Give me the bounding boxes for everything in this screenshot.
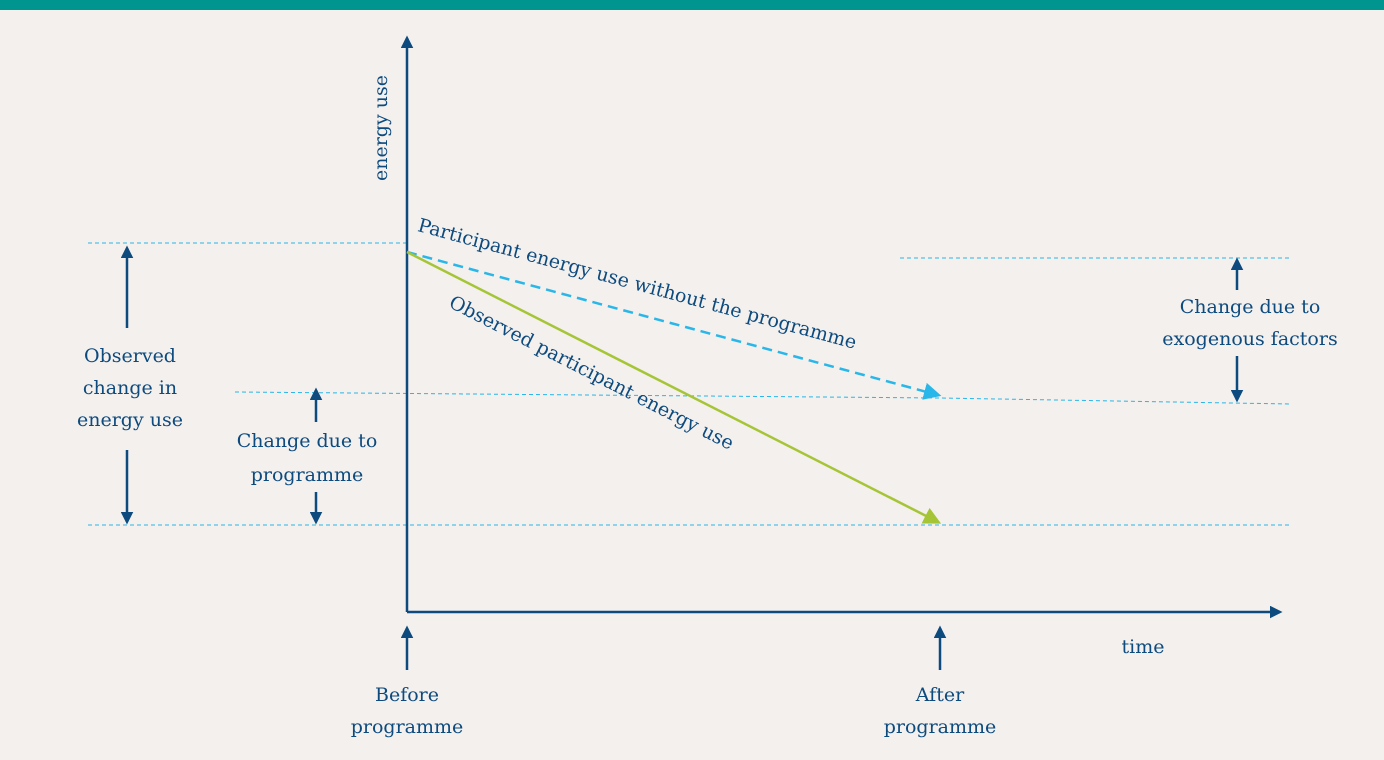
observed-change-label: energy use bbox=[77, 409, 183, 431]
after-label: After bbox=[915, 684, 965, 706]
baseline-trend bbox=[406, 250, 942, 400]
before-label: programme bbox=[351, 716, 464, 738]
before-label: Before bbox=[375, 684, 439, 706]
observed-label: Observed participant energy use bbox=[445, 291, 737, 454]
exogenous-label: exogenous factors bbox=[1162, 328, 1337, 350]
observed-change-label: change in bbox=[83, 377, 177, 399]
observed-trend bbox=[406, 250, 942, 524]
exogenous-label: Change due to bbox=[1180, 296, 1321, 318]
baseline-label: Participant energy use without the progr… bbox=[415, 214, 859, 353]
x-axis-label: time bbox=[1122, 636, 1165, 658]
after-label: programme bbox=[884, 716, 997, 738]
y-axis-label: energy use bbox=[370, 75, 392, 181]
programme-change-label: Change due to bbox=[237, 430, 378, 452]
programme-change-label: programme bbox=[251, 464, 364, 486]
top-bar bbox=[0, 0, 1384, 10]
observed-change-label: Observed bbox=[84, 345, 176, 367]
guide-line bbox=[234, 391, 1291, 405]
